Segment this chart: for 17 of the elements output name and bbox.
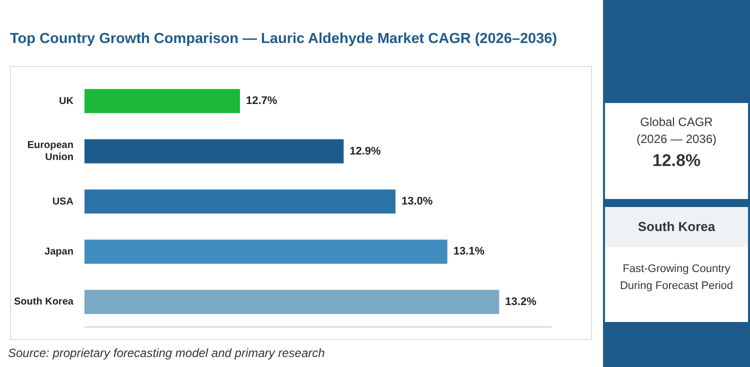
data-label: 13.1% [453, 246, 485, 258]
data-label: 13.0% [401, 196, 433, 208]
y-tick-label: Japan [44, 246, 74, 258]
text: Global CAGR [639, 115, 714, 129]
text: Fast-Growing Country During Forecast Period [619, 262, 734, 294]
source-note: Source: proprietary forecasting model and primary research [8, 346, 325, 360]
y-tick-label: South Korea [14, 296, 74, 308]
chart-title: Top Country Growth Comparison — Lauric Aldehyde Market CAGR (2026–2036) [10, 31, 558, 47]
text: 12.8% [651, 151, 702, 171]
data-label: 13.2% [505, 296, 537, 308]
text: South Korea [605, 207, 748, 247]
y-tick-label: European Union [27, 140, 74, 164]
text: (2026 — 2036) [635, 132, 718, 146]
data-label: 12.9% [350, 145, 382, 158]
y-tick-label: UK [58, 96, 74, 107]
data-label: 12.7% [246, 95, 278, 108]
y-tick-label: USA [52, 196, 74, 208]
